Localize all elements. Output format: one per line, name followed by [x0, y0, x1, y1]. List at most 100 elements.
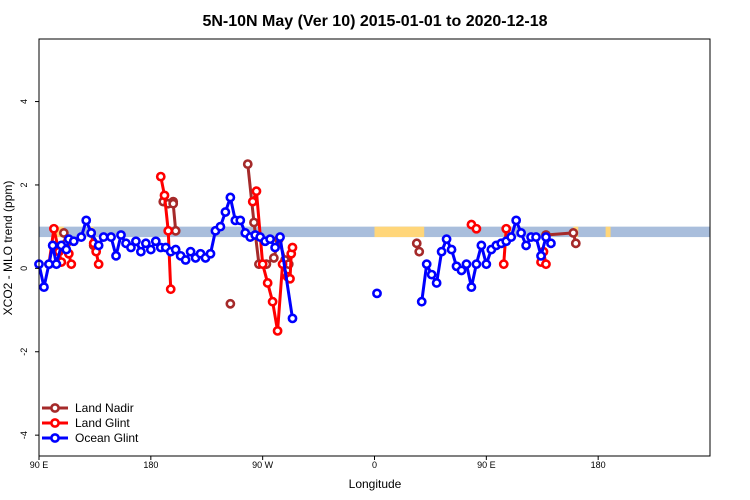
data-point-ocean-glint [416, 296, 427, 307]
legend-item-land-glint: Land Glint [42, 416, 130, 430]
legend-item-land-nadir: Land Nadir [42, 401, 134, 415]
data-point-land-nadir [249, 217, 259, 228]
data-point-ocean-glint [511, 215, 522, 226]
data-point-land-nadir [242, 159, 253, 169]
data-point-land-nadir [268, 253, 279, 263]
data-point-ocean-glint [140, 238, 151, 249]
data-point-ocean-glint [44, 259, 54, 270]
data-point-land-nadir [568, 228, 579, 238]
data-point-ocean-glint [476, 240, 487, 251]
x-tick-label: 180 [591, 460, 606, 470]
data-point-ocean-glint [205, 248, 216, 259]
x-tick-label: 90 W [252, 460, 274, 470]
data-point-land-glint [49, 223, 59, 234]
data-point-ocean-glint [265, 234, 276, 245]
data-point-land-glint [267, 296, 278, 307]
data-point-land-glint [257, 259, 268, 270]
data-point-land-glint [471, 223, 482, 234]
data-point-ocean-glint [461, 259, 472, 270]
data-point-land-glint [93, 259, 104, 270]
series-land-glint [44, 171, 551, 336]
y-tick-label: -2 [19, 348, 29, 356]
legend-marker [50, 433, 60, 443]
data-point-ocean-glint [185, 246, 196, 257]
data-point-ocean-glint [135, 246, 146, 257]
y-axis: -4 -2 0 2 4 [19, 99, 39, 439]
data-point-ocean-glint [126, 242, 136, 253]
data-point-land-glint [159, 190, 170, 201]
y-tick-label: -4 [19, 431, 29, 439]
x-axis: 90 E 180 90 W 0 90 E 180 [30, 456, 606, 470]
data-point-ocean-glint [61, 244, 72, 255]
data-point-ocean-glint [481, 259, 492, 270]
data-point-ocean-glint [39, 282, 49, 293]
data-point-ocean-glint [215, 221, 226, 232]
data-point-ocean-glint [145, 244, 156, 255]
data-point-ocean-glint [456, 265, 467, 276]
legend-label: Ocean Glint [75, 431, 139, 445]
data-point-land-glint [272, 325, 283, 336]
data-point-ocean-glint [51, 259, 62, 270]
series-layer [34, 159, 581, 336]
data-point-ocean-glint [150, 236, 161, 247]
data-point-land-glint [541, 259, 551, 270]
land-band-segment [605, 226, 611, 238]
data-point-ocean-glint [270, 242, 280, 253]
data-point-land-nadir [225, 298, 236, 309]
data-point-land-nadir [411, 238, 422, 249]
data-point-ocean-glint [521, 240, 531, 251]
x-tick-label: 90 E [30, 460, 49, 470]
data-point-ocean-glint [180, 255, 191, 265]
data-point-land-glint [287, 242, 298, 253]
data-point-land-glint [262, 278, 273, 288]
data-point-land-nadir [414, 246, 425, 257]
x-tick-label: 90 E [477, 460, 496, 470]
data-point-land-nadir [168, 198, 179, 209]
data-point-ocean-glint [287, 313, 298, 324]
data-point-ocean-glint [86, 228, 97, 238]
data-point-ocean-glint [220, 207, 231, 217]
data-point-land-glint [155, 171, 166, 182]
y-tick-label: 0 [19, 266, 29, 271]
data-point-land-glint [501, 223, 512, 234]
data-point-ocean-glint [106, 232, 116, 242]
data-point-ocean-glint [466, 282, 477, 293]
legend-item-ocean-glint: Ocean Glint [42, 431, 139, 445]
land-ocean-band [39, 226, 710, 238]
data-point-ocean-glint [235, 215, 246, 226]
y-tick-label: 4 [19, 99, 29, 104]
data-point-land-glint [165, 284, 176, 295]
data-point-ocean-glint [225, 192, 236, 203]
data-point-ocean-glint [421, 259, 432, 270]
data-point-ocean-glint [541, 232, 551, 242]
data-point-ocean-glint [47, 240, 58, 251]
legend-marker [50, 403, 60, 413]
data-point-land-glint [247, 196, 258, 207]
data-point-ocean-glint [275, 232, 285, 242]
chart-title: 5N-10N May (Ver 10) 2015-01-01 to 2020-1… [202, 13, 547, 30]
data-point-land-glint [163, 225, 174, 236]
data-point-ocean-glint [546, 238, 556, 249]
data-point-ocean-glint [441, 234, 452, 245]
legend-label: Land Nadir [75, 401, 134, 415]
data-point-ocean-glint [131, 236, 141, 247]
data-point-land-nadir [58, 228, 69, 238]
data-point-ocean-glint [98, 232, 109, 242]
series-ocean-glint [34, 192, 556, 324]
data-point-ocean-glint [116, 230, 126, 240]
y-axis-label: XCO2 - MLO trend (ppm) [1, 181, 15, 316]
data-point-ocean-glint [431, 278, 442, 288]
data-point-ocean-glint [536, 250, 546, 261]
data-point-ocean-glint [111, 250, 121, 261]
y-tick-label: 2 [19, 182, 29, 187]
legend-label: Land Glint [75, 416, 130, 430]
x-axis-label: Longitude [349, 477, 402, 491]
data-point-ocean-glint [372, 288, 382, 299]
data-point-ocean-glint [68, 236, 79, 247]
land-band-segment [53, 226, 64, 238]
legend-marker [50, 418, 60, 428]
data-point-land-nadir [170, 225, 181, 236]
data-point-ocean-glint [93, 240, 104, 251]
